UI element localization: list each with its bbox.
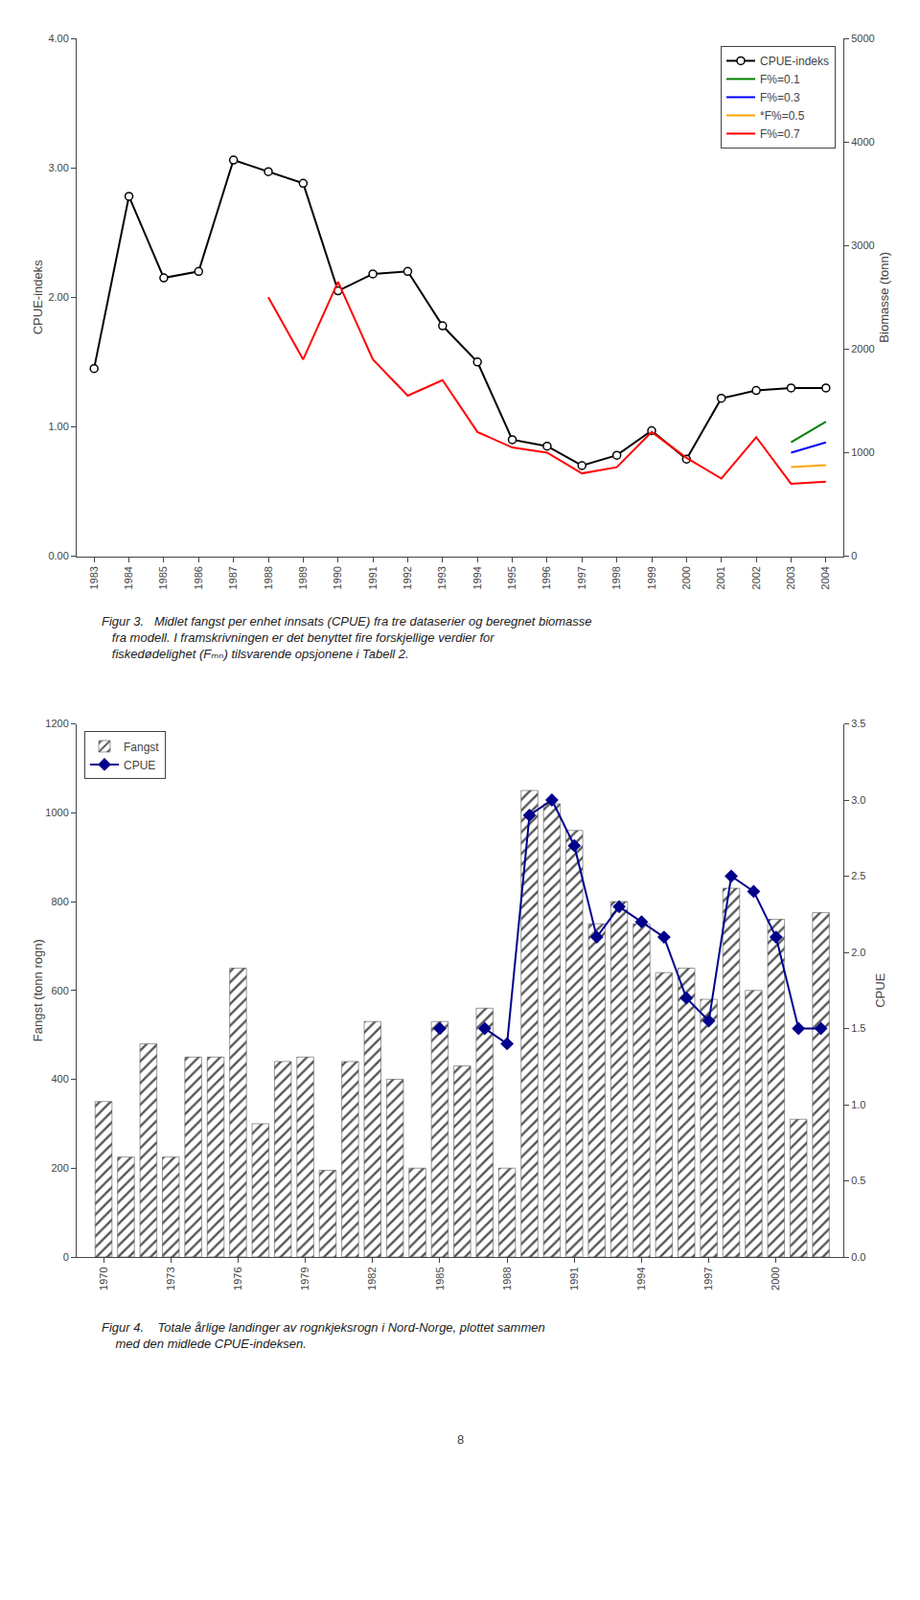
svg-text:1982: 1982: [366, 1266, 378, 1290]
svg-text:1987: 1987: [227, 566, 239, 590]
svg-text:2.0: 2.0: [851, 946, 866, 959]
svg-text:800: 800: [50, 896, 69, 908]
svg-text:1991: 1991: [568, 1266, 580, 1290]
svg-text:1970: 1970: [97, 1266, 110, 1290]
svg-text:3.00: 3.00: [47, 161, 69, 174]
svg-text:1985: 1985: [157, 566, 169, 590]
svg-text:1990: 1990: [331, 566, 344, 590]
svg-text:Figur 3. Midlet fangst per e: Figur 3. Midlet fangst per enhet innsats…: [101, 614, 593, 662]
svg-text:1997: 1997: [702, 1266, 714, 1290]
svg-text:0.5: 0.5: [851, 1174, 866, 1187]
svg-text:1994: 1994: [471, 566, 483, 590]
svg-text:1988: 1988: [501, 1266, 513, 1290]
svg-text:0: 0: [851, 550, 857, 562]
svg-text:2.00: 2.00: [47, 291, 69, 303]
svg-text:1989: 1989: [297, 566, 309, 590]
svg-text:4000: 4000: [851, 136, 874, 148]
svg-text:1983: 1983: [88, 566, 100, 590]
svg-text:0: 0: [63, 1251, 69, 1264]
svg-text:1993: 1993: [436, 566, 448, 590]
svg-text:1985: 1985: [434, 1266, 446, 1290]
svg-text:CPUE-indeks: CPUE-indeks: [759, 54, 829, 69]
svg-text:Figur 4. Totale årlige land: Figur 4. Totale årlige landinger av rogn…: [101, 1320, 546, 1352]
svg-text:Fangst (tonn rogn): Fangst (tonn rogn): [30, 939, 46, 1042]
svg-text:F%=0.7: F%=0.7: [759, 127, 801, 141]
svg-text:1.5: 1.5: [851, 1022, 866, 1035]
svg-text:F%=0.1: F%=0.1: [759, 72, 801, 87]
svg-text:1200: 1200: [45, 717, 69, 730]
svg-text:1000: 1000: [851, 446, 874, 459]
svg-text:2001: 2001: [714, 566, 727, 590]
svg-text:1986: 1986: [192, 566, 205, 590]
svg-text:Biomasse (tonn): Biomasse (tonn): [876, 252, 892, 344]
svg-text:CPUE-indeks: CPUE-indeks: [30, 259, 46, 336]
svg-text:1973: 1973: [164, 1266, 177, 1290]
svg-text:3000: 3000: [851, 239, 874, 252]
svg-text:1988: 1988: [262, 566, 275, 590]
svg-text:1976: 1976: [231, 1266, 244, 1290]
svg-text:2.5: 2.5: [851, 870, 866, 882]
svg-text:4.00: 4.00: [47, 32, 69, 45]
svg-text:2004: 2004: [819, 566, 831, 590]
svg-text:0.0: 0.0: [851, 1251, 866, 1264]
svg-text:F%=0.3: F%=0.3: [759, 91, 801, 105]
svg-text:600: 600: [50, 985, 69, 997]
svg-text:0.00: 0.00: [47, 550, 69, 562]
svg-text:CPUE: CPUE: [123, 759, 156, 773]
svg-text:1995: 1995: [506, 566, 518, 590]
svg-text:1999: 1999: [645, 566, 658, 590]
svg-text:1979: 1979: [299, 1266, 311, 1290]
svg-text:8: 8: [457, 1432, 464, 1448]
svg-text:200: 200: [50, 1162, 69, 1174]
svg-text:400: 400: [50, 1073, 69, 1085]
svg-text:3.5: 3.5: [851, 717, 866, 730]
svg-text:1984: 1984: [122, 566, 135, 590]
svg-text:Fangst: Fangst: [123, 740, 160, 755]
svg-text:2003: 2003: [784, 566, 797, 590]
svg-text:2002: 2002: [750, 566, 762, 590]
svg-text:5000: 5000: [851, 32, 874, 45]
svg-text:*F%=0.5: *F%=0.5: [759, 109, 805, 123]
svg-text:1992: 1992: [401, 566, 414, 590]
svg-text:1991: 1991: [367, 566, 379, 590]
svg-text:1994: 1994: [635, 1266, 647, 1290]
svg-text:2000: 2000: [769, 1266, 782, 1290]
svg-text:3.0: 3.0: [851, 794, 866, 806]
svg-text:1997: 1997: [575, 566, 588, 590]
svg-text:1998: 1998: [610, 566, 622, 590]
svg-text:1.00: 1.00: [47, 420, 69, 433]
svg-text:2000: 2000: [851, 343, 874, 355]
svg-text:1000: 1000: [45, 806, 69, 819]
svg-text:2000: 2000: [680, 566, 692, 590]
svg-text:1996: 1996: [540, 566, 552, 590]
svg-text:CPUE: CPUE: [873, 972, 888, 1008]
svg-text:1.0: 1.0: [851, 1099, 866, 1111]
